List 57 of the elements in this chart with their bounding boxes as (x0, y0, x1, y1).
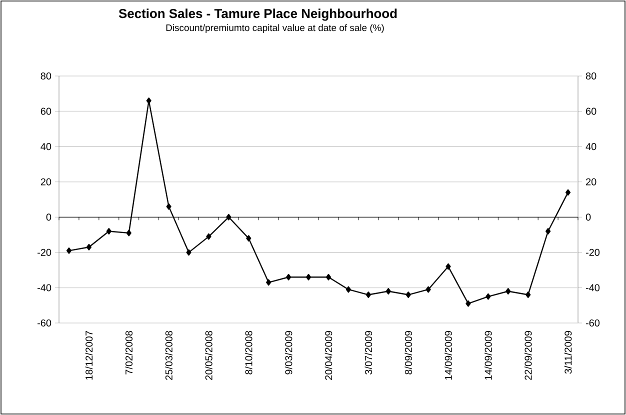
point (326, 274, 332, 280)
y-tick-label: 80 (40, 72, 52, 80)
y2-tick-label: 40 (586, 143, 596, 150)
point (546, 228, 551, 234)
point (366, 292, 371, 298)
x-tick-label: 9/03/2009 (284, 330, 292, 374)
y2-tick-label: -20 (586, 248, 600, 256)
x-tick-label: 3/07/2009 (364, 330, 372, 374)
point (426, 286, 431, 293)
chart-subtitle: Discount/premiumto capital value at date of sale (%) (166, 24, 384, 33)
point (386, 288, 391, 294)
point (406, 292, 411, 298)
x-tick-label: 22/09/2009 (524, 330, 532, 380)
point (126, 230, 132, 236)
x-tick-label: 3/11/2009 (564, 330, 572, 374)
x-tick-label: 25/03/2008 (165, 330, 172, 380)
point (146, 97, 152, 104)
point (166, 203, 172, 210)
point (226, 214, 232, 220)
x-tick-label: 8/09/2009 (404, 330, 412, 374)
y-tick-label: 20 (40, 178, 52, 186)
x-tick-label: 20/04/2009 (324, 330, 332, 380)
point (86, 244, 92, 250)
point (266, 279, 272, 286)
y2-tick-label: 60 (586, 108, 596, 115)
point (346, 286, 351, 293)
point (66, 247, 72, 254)
y-tick-label: 60 (40, 108, 52, 115)
point (486, 293, 491, 300)
y-tick-label: 40 (40, 143, 52, 150)
x-tick-label: 8/10/2008 (244, 330, 252, 374)
y-tick-label: -60 (38, 319, 52, 327)
point (306, 274, 312, 280)
chart-title: Section Sales - Tamure Place Neighbourhood (118, 8, 397, 21)
point (446, 263, 451, 270)
y2-tick-label: -40 (586, 284, 600, 292)
x-tick-label: 14/09/2009 (484, 330, 492, 380)
y2-tick-label: -60 (586, 319, 600, 327)
point (246, 235, 252, 242)
y-tick-label: -40 (38, 284, 52, 292)
x-tick-label: 20/05/2008 (205, 330, 212, 380)
point (106, 228, 112, 234)
point (206, 233, 212, 240)
point (186, 249, 192, 256)
y-tick-label: -20 (38, 248, 52, 256)
x-tick-label: 18/12/2007 (85, 331, 93, 380)
y2-tick-label: 80 (586, 72, 596, 80)
point (466, 300, 471, 307)
y2-tick-label: 20 (586, 178, 596, 186)
point (286, 274, 292, 280)
x-tick-label: 7/02/2008 (125, 330, 133, 374)
point (526, 292, 531, 298)
point (565, 189, 571, 196)
point (506, 288, 511, 294)
y2-tick-label: 0 (586, 214, 591, 221)
x-tick-label: 14/09/2009 (444, 330, 452, 380)
y-tick-label: 0 (46, 214, 52, 221)
